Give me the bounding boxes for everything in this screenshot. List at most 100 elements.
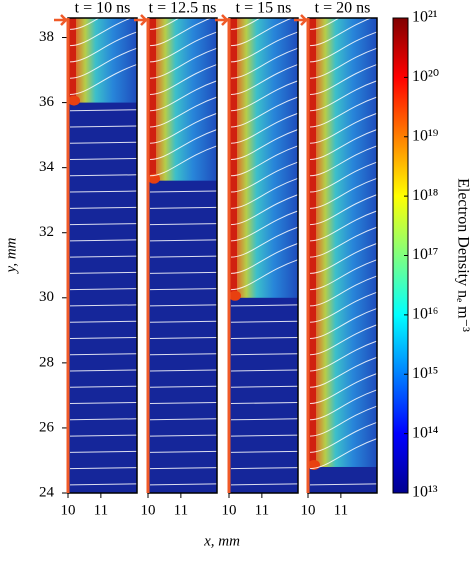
x-tick-label: 10: [222, 502, 237, 518]
field-line: [230, 194, 299, 226]
field-line: [149, 80, 218, 112]
panel-title: t = 20 ns: [315, 0, 371, 17]
panel-title: t = 10 ns: [75, 0, 131, 17]
field-line: [309, 356, 378, 388]
field-line: [309, 31, 378, 63]
x-axis-label: x, mm: [203, 533, 240, 549]
field-line: [69, 47, 138, 79]
field-line: [69, 288, 138, 291]
field-line: [309, 63, 378, 95]
field-line: [149, 336, 218, 339]
streamer-channel: [69, 18, 76, 103]
x-tick-label: 10: [301, 502, 316, 518]
field-line: [69, 0, 137, 30]
field-line: [69, 255, 138, 258]
field-line: [309, 259, 378, 291]
field-line: [309, 96, 378, 128]
field-line: [230, 418, 299, 421]
field-line: [149, 145, 218, 177]
y-tick-label: 34: [39, 159, 55, 175]
field-line: [309, 340, 378, 372]
field-line: [149, 63, 218, 95]
streamer-tip: [229, 290, 241, 301]
field-line: [230, 129, 299, 161]
electrode-arrow: [215, 14, 229, 26]
y-tick-label: 38: [39, 29, 54, 45]
field-line: [69, 63, 138, 95]
field-line: [69, 467, 138, 470]
colorbar-tick-label: 10²⁰: [412, 68, 439, 85]
field-line: [69, 141, 138, 144]
field-line: [69, 223, 138, 226]
field-line: [309, 389, 378, 421]
colorbar-tick-label: 10¹⁶: [412, 306, 438, 323]
field-line: [230, 112, 299, 144]
field-line: [149, 418, 218, 421]
field-line: [230, 259, 299, 291]
streamer-tip: [68, 95, 80, 106]
field-line: [230, 177, 299, 209]
field-line: [230, 31, 299, 63]
y-tick-label: 36: [39, 94, 55, 110]
field-line: [309, 275, 378, 307]
field-line: [309, 194, 378, 226]
field-line: [230, 402, 299, 405]
field-line: [309, 47, 378, 79]
streamer-channel: [230, 18, 237, 298]
field-line: [69, 239, 138, 242]
field-line: [230, 226, 299, 258]
field-line: [230, 80, 299, 112]
field-line: [149, 353, 218, 356]
field-line: [69, 158, 138, 161]
field-line: [230, 242, 299, 274]
field-line: [149, 402, 218, 405]
ionized-region: [148, 18, 217, 181]
field-line: [309, 177, 378, 209]
field-line: [69, 336, 138, 339]
colorbar-tick-label: 10²¹: [412, 9, 438, 26]
field-line: [149, 304, 218, 307]
field-line: [149, 288, 218, 291]
electrode-arrow: [54, 14, 68, 26]
field-line: [230, 304, 299, 307]
colorbar-tick-label: 10¹⁸: [412, 187, 438, 204]
field-line: [149, 96, 218, 128]
field-line: [309, 307, 378, 339]
field-line: [149, 0, 217, 30]
field-line: [230, 210, 299, 242]
colorbar-label: Electron Density nₑ m⁻³: [454, 178, 471, 332]
field-line: [230, 63, 299, 95]
field-line: [69, 190, 138, 193]
field-line: [69, 483, 138, 486]
field-line: [230, 0, 298, 30]
field-line: [309, 373, 378, 405]
electrode-arrow: [134, 14, 148, 26]
field-line: [69, 31, 138, 63]
y-tick-label: 26: [39, 419, 55, 435]
field-line: [309, 291, 378, 323]
field-line: [230, 96, 299, 128]
field-line: [149, 385, 218, 388]
field-line: [230, 336, 299, 339]
field-line: [149, 450, 218, 453]
field-line: [230, 467, 299, 470]
field-line: [149, 239, 218, 242]
field-line: [230, 434, 299, 437]
field-line: [309, 15, 378, 47]
field-line: [69, 109, 138, 112]
field-line: [149, 320, 218, 323]
field-line: [149, 129, 218, 161]
field-line: [149, 112, 218, 144]
field-line: [309, 324, 378, 356]
field-line: [149, 15, 218, 47]
colorbar-tick-label: 10¹⁷: [412, 246, 438, 263]
field-line: [230, 145, 299, 177]
field-line: [309, 0, 377, 30]
y-tick-label: 32: [39, 224, 54, 240]
colorbar-tick-label: 10¹⁴: [412, 424, 439, 441]
field-line: [309, 112, 378, 144]
y-tick-label: 30: [39, 289, 54, 305]
field-line: [149, 271, 218, 274]
